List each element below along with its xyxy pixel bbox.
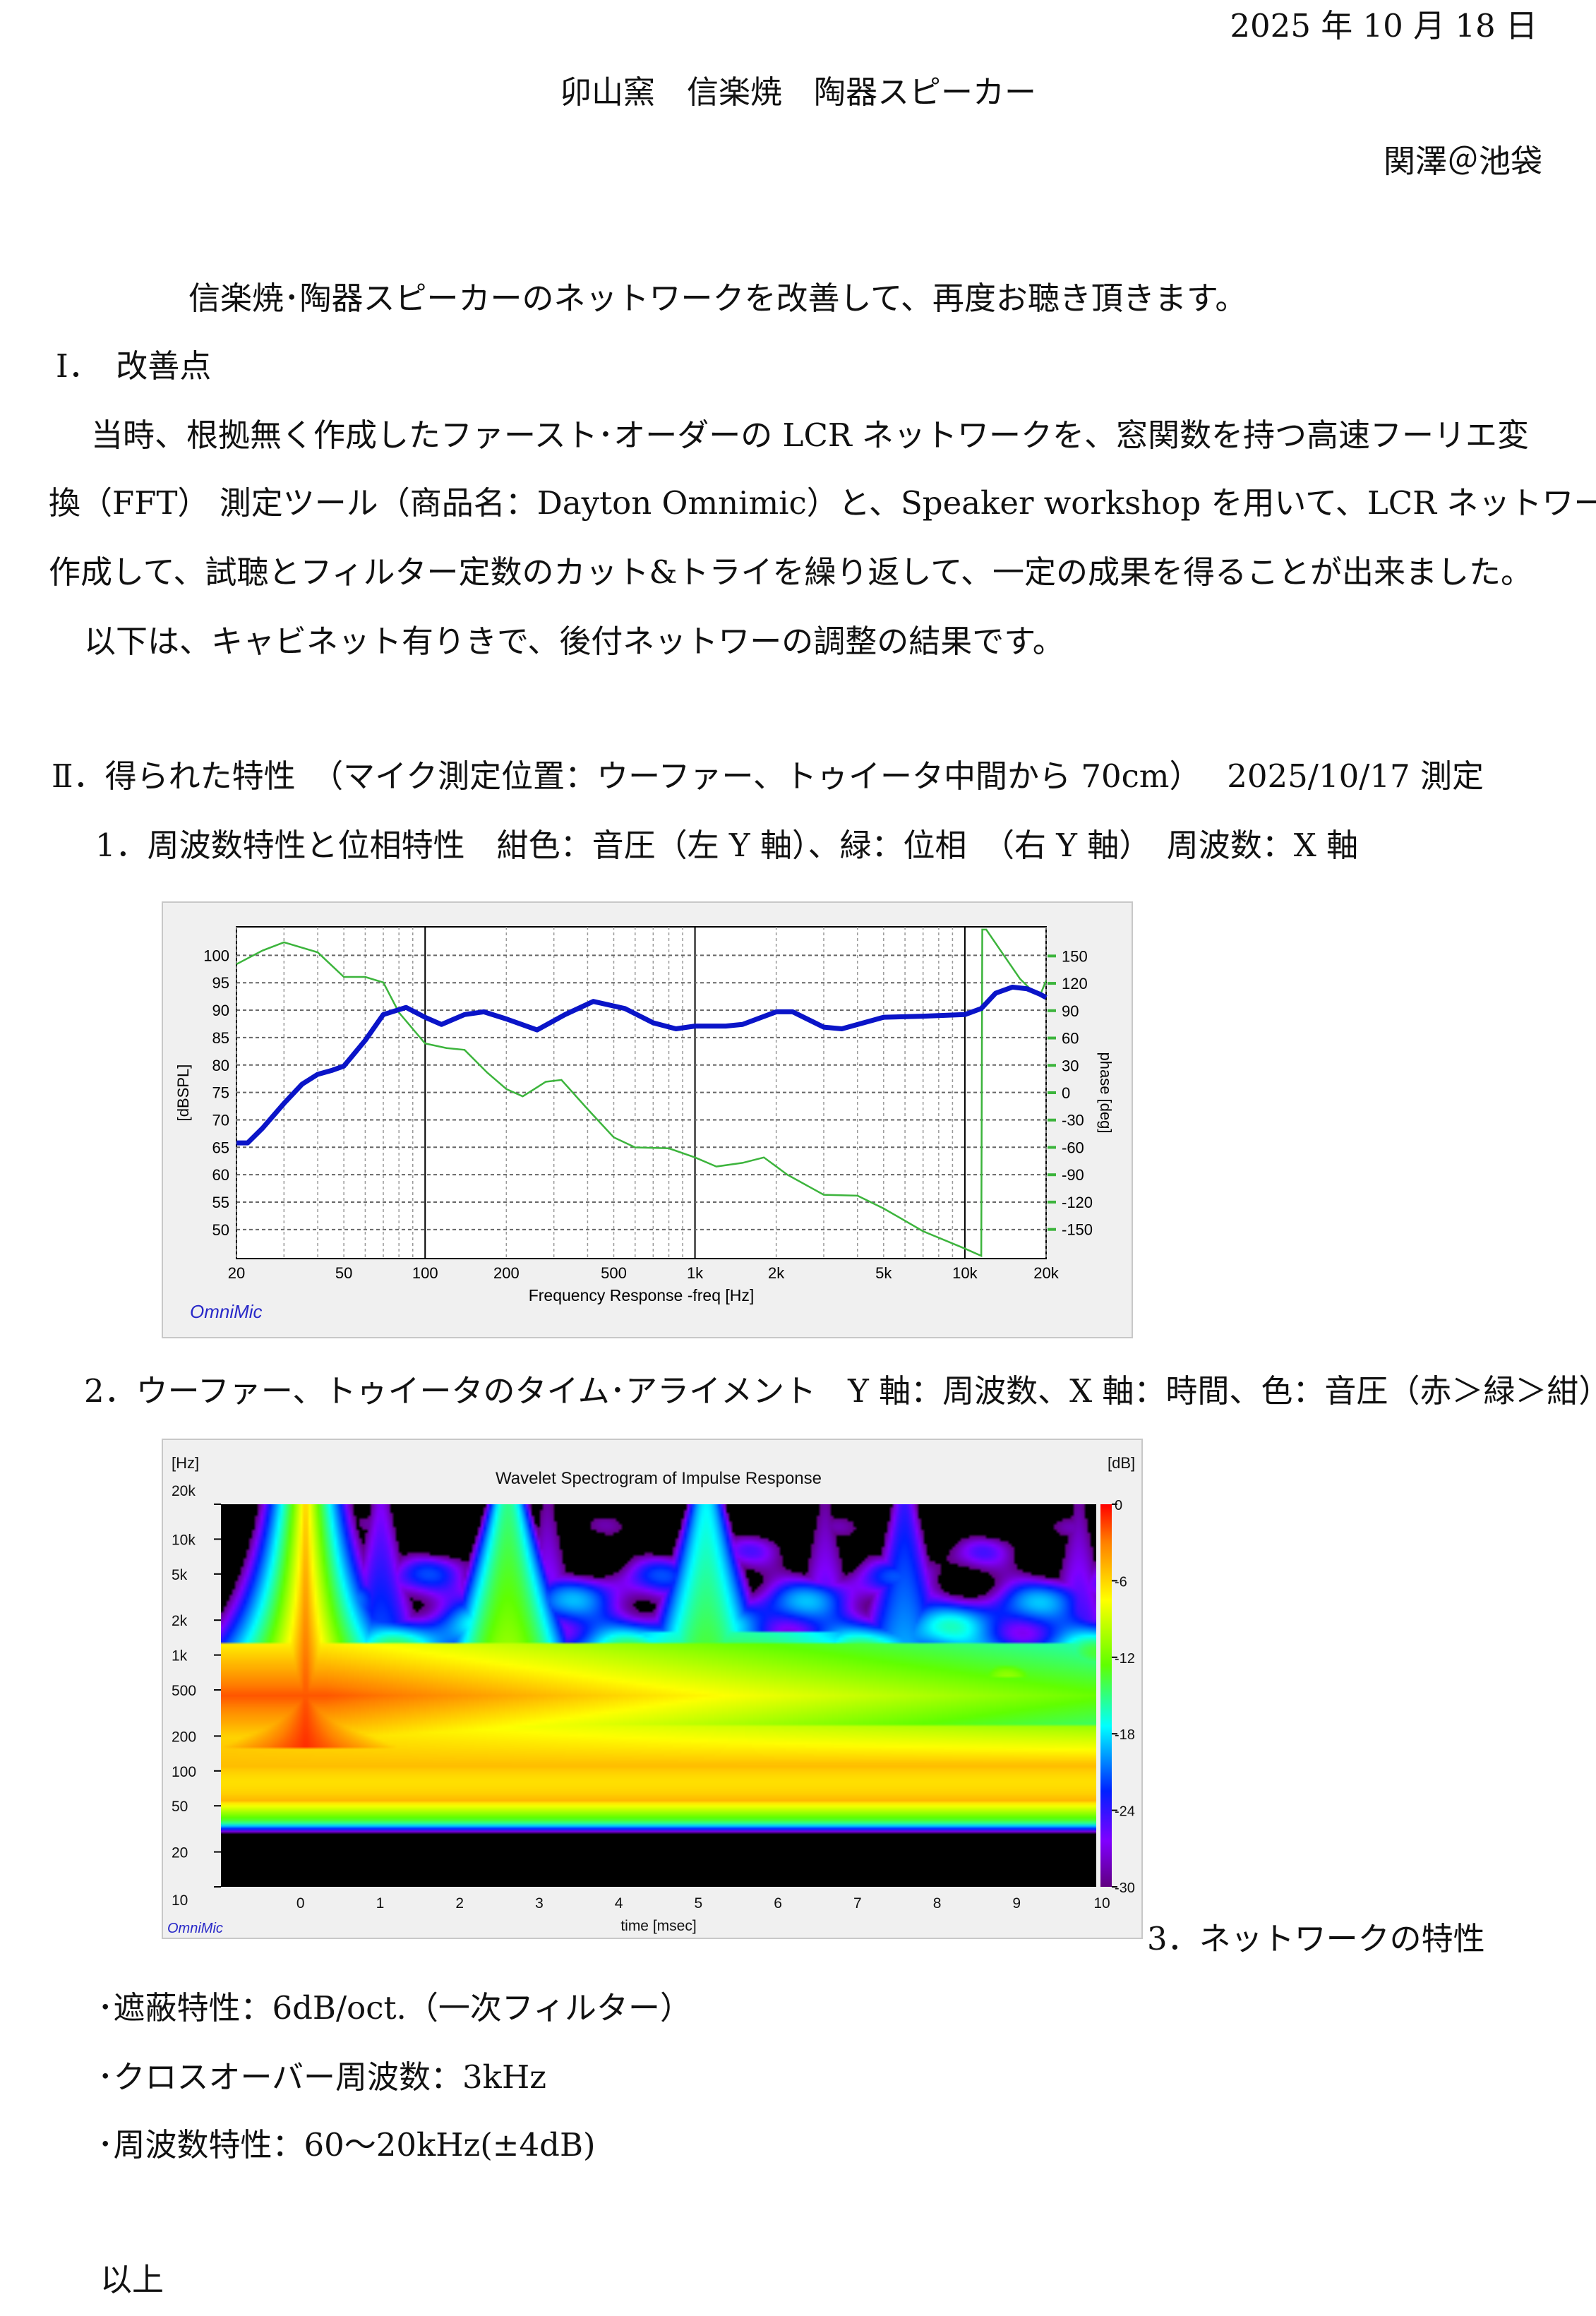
y2-tick-label: 0 bbox=[1062, 1084, 1070, 1102]
y2-tick-label: -120 bbox=[1062, 1194, 1093, 1211]
phase-series-line bbox=[236, 928, 1048, 1258]
x-tick-label: 10 bbox=[1093, 1895, 1110, 1912]
spec-bullet: ･クロスオーバー周波数：3kHz bbox=[97, 2058, 546, 2096]
section1-line: 当時、根拠無く作成したファースト･オーダーの LCR ネットワークを、窓関数を持… bbox=[91, 416, 1530, 454]
x-axis-label: time [msec] bbox=[620, 1918, 696, 1934]
x-tick-label: 500 bbox=[601, 1264, 627, 1282]
colorbar bbox=[1100, 1504, 1112, 1887]
item1-heading: 1．周波数特性と位相特性 紺色：音圧（左 Y 軸）、緑：位相 （右 Y 軸） 周… bbox=[95, 827, 1359, 864]
x-tick-label: 5k bbox=[875, 1264, 892, 1282]
document-title: 卯山窯 信楽焼 陶器スピーカー bbox=[559, 73, 1036, 111]
x-tick-label: 10k bbox=[952, 1264, 978, 1282]
item3-heading: 3．ネットワークの特性 bbox=[1147, 1920, 1485, 1957]
item2-heading: 2．ウーファー、トゥイータのタイム･アライメント Y 軸：周波数、X 軸：時間、… bbox=[84, 1372, 1596, 1410]
y2-tick-label: -30 bbox=[1062, 1112, 1084, 1129]
y-tick-label: 5k bbox=[172, 1567, 188, 1583]
y-tick-label: 55 bbox=[212, 1194, 229, 1211]
spec-bullet: ･遮蔽特性：6dB/oct.（一次フィルター） bbox=[97, 1989, 692, 2027]
x-tick-label: 4 bbox=[615, 1895, 623, 1912]
y-tick-label: 200 bbox=[172, 1729, 196, 1745]
y2-axis-label: phase [deg] bbox=[1097, 1052, 1115, 1134]
x-tick-label: 3 bbox=[535, 1895, 544, 1912]
y2-tick-label: -60 bbox=[1062, 1139, 1084, 1156]
x-tick-label: 1k bbox=[687, 1264, 704, 1282]
wavelet-spectrogram-chart: Wavelet Spectrogram of Impulse Response [… bbox=[162, 1439, 1143, 1939]
document-date: 2025 年 10 月 18 日 bbox=[1230, 7, 1537, 44]
y2-tick-label: 30 bbox=[1062, 1057, 1079, 1074]
spec-bullet: ･周波数特性：60～20kHz(±4dB) bbox=[97, 2126, 596, 2164]
colorbar-tick-label: -30 bbox=[1115, 1880, 1135, 1896]
intro-paragraph: 信楽焼･陶器スピーカーのネットワークを改善して、再度お聴き頂きます。 bbox=[188, 280, 1247, 317]
y-tick-label: 10 bbox=[172, 1892, 188, 1909]
x-tick-label: 0 bbox=[296, 1895, 305, 1912]
x-tick-label: 2 bbox=[455, 1895, 464, 1912]
section1-line: 換（FFT） 測定ツール（商品名：Dayton Omnimic）と、Speake… bbox=[49, 484, 1596, 522]
y2-tick-label: -150 bbox=[1062, 1221, 1093, 1239]
y-tick-label: 10k bbox=[172, 1532, 196, 1548]
y-tick-label: 1k bbox=[172, 1648, 188, 1664]
omnimic-logo: OmniMic bbox=[190, 1301, 263, 1322]
section1-line: 作成して、試聴とフィルター定数のカット&トライを繰り返して、一定の成果を得ること… bbox=[49, 553, 1532, 591]
x-tick-label: 20k bbox=[1033, 1264, 1059, 1282]
y-tick-label: 80 bbox=[212, 1057, 229, 1074]
y-tick-label: 95 bbox=[212, 974, 229, 992]
y-tick-label: 85 bbox=[212, 1029, 229, 1047]
closing: 以上 bbox=[100, 2261, 164, 2298]
colorbar-tick-label: -24 bbox=[1115, 1804, 1135, 1820]
x-tick-label: 5 bbox=[695, 1895, 703, 1912]
y-tick-label: 2k bbox=[172, 1613, 188, 1629]
y-tick-label: 90 bbox=[212, 1002, 229, 1019]
y-tick-label: 50 bbox=[212, 1221, 229, 1239]
y2-tick-label: -90 bbox=[1062, 1166, 1084, 1184]
x-tick-label: 9 bbox=[1012, 1895, 1021, 1912]
y2-tick-label: 90 bbox=[1062, 1002, 1079, 1020]
y-tick-label: 70 bbox=[212, 1111, 229, 1129]
x-tick-label: 7 bbox=[853, 1895, 862, 1912]
y-tick-label: 60 bbox=[212, 1166, 229, 1184]
x-tick-label: 100 bbox=[412, 1264, 438, 1282]
omnimic-logo: OmniMic bbox=[167, 1921, 223, 1936]
y2-tick-label: 150 bbox=[1062, 947, 1088, 965]
x-tick-label: 2k bbox=[768, 1264, 785, 1282]
colorbar-tick-label: -12 bbox=[1115, 1651, 1135, 1667]
y2-tick-label: 60 bbox=[1062, 1030, 1079, 1048]
y-axis-unit-label: [Hz] bbox=[172, 1454, 199, 1472]
y-tick-label: 20k bbox=[172, 1483, 196, 1499]
spectrogram-heatmap bbox=[221, 1504, 1096, 1887]
frequency-response-svg: 100 95 90 85 80 75 70 65 60 55 50 150 120 90 60 30 0 -30 -… bbox=[174, 926, 1115, 1322]
y-tick-label: 20 bbox=[172, 1845, 188, 1861]
x-tick-label: 6 bbox=[774, 1895, 782, 1912]
x-tick-label: 50 bbox=[335, 1264, 352, 1282]
y-axis-label: [dBSPL] bbox=[174, 1064, 192, 1122]
colorbar-tick-label: 0 bbox=[1115, 1498, 1122, 1513]
author: 関澤＠池袋 bbox=[1383, 143, 1542, 180]
y2-tick-label: 120 bbox=[1062, 975, 1088, 992]
spl-series-line bbox=[236, 984, 1048, 1146]
x-tick-label: 200 bbox=[493, 1264, 520, 1282]
x-axis-label: Frequency Response -freq [Hz] bbox=[529, 1286, 755, 1304]
section2-heading: Ⅱ．得られた特性 （マイク測定位置：ウーファー、トゥイータ中間から 70cm） … bbox=[52, 757, 1484, 795]
y-tick-label: 65 bbox=[212, 1139, 229, 1156]
spectrogram-axes-svg: Wavelet Spectrogram of Impulse Response [… bbox=[167, 1454, 1135, 1936]
colorbar-unit-label: [dB] bbox=[1108, 1454, 1135, 1472]
colorbar-tick-label: -6 bbox=[1115, 1574, 1127, 1590]
y-tick-label: 100 bbox=[203, 947, 229, 964]
section1-line: 以下は、キャビネット有りきで、後付ネットワーの調整の結果です。 bbox=[84, 623, 1064, 660]
x-tick-label: 20 bbox=[228, 1264, 245, 1282]
y-tick-label: 75 bbox=[212, 1084, 229, 1102]
x-tick-label: 8 bbox=[933, 1895, 942, 1912]
y-tick-label: 100 bbox=[172, 1764, 196, 1780]
frequency-response-chart: 100 95 90 85 80 75 70 65 60 55 50 150 120 90 60 30 0 -30 -… bbox=[162, 901, 1133, 1338]
x-tick-label: 1 bbox=[376, 1895, 385, 1912]
y-tick-label: 50 bbox=[172, 1799, 188, 1815]
colorbar-tick-label: -18 bbox=[1115, 1727, 1135, 1743]
y-tick-label: 500 bbox=[172, 1683, 196, 1699]
section1-heading: Ⅰ． 改善点 bbox=[56, 347, 212, 385]
spectrogram-title: Wavelet Spectrogram of Impulse Response bbox=[496, 1469, 822, 1488]
